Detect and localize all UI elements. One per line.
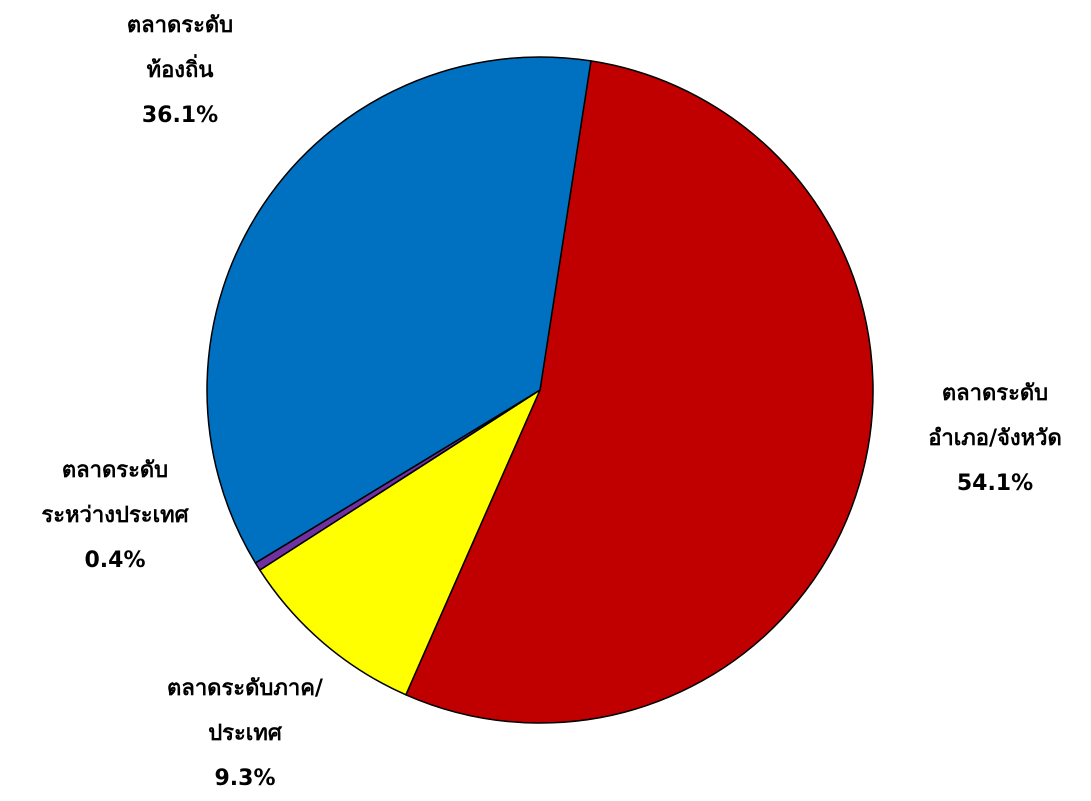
label-line2: ประเทศ <box>208 721 282 746</box>
label-line1: ตลาดระดับ <box>61 458 169 483</box>
label-line1: ตลาดระดับภาค/ <box>167 676 323 701</box>
label-regional-national-market: ตลาดระดับภาค/ ประเทศ 9.3% <box>120 666 370 801</box>
label-percent: 9.3% <box>214 766 276 791</box>
label-percent: 54.1% <box>956 471 1034 496</box>
label-percent: 0.4% <box>84 548 146 573</box>
label-international-market: ตลาดระดับ ระหว่างประเทศ 0.4% <box>5 448 225 583</box>
label-line2: ระหว่างประเทศ <box>41 503 189 528</box>
slice-local <box>206 56 592 564</box>
label-line2: อำเภอ/จังหวัด <box>928 426 1062 451</box>
label-line1: ตลาดระดับ <box>941 381 1049 406</box>
label-line1: ตลาดระดับ <box>126 13 234 38</box>
label-local-market: ตลาดระดับ ท้องถิ่น 36.1% <box>95 3 265 138</box>
label-line2: ท้องถิ่น <box>146 58 214 83</box>
label-percent: 36.1% <box>141 103 219 128</box>
label-district-province-market: ตลาดระดับ อำเภอ/จังหวัด 54.1% <box>915 371 1075 506</box>
slice-district-province <box>405 60 874 724</box>
slice-regional-national <box>259 389 541 696</box>
